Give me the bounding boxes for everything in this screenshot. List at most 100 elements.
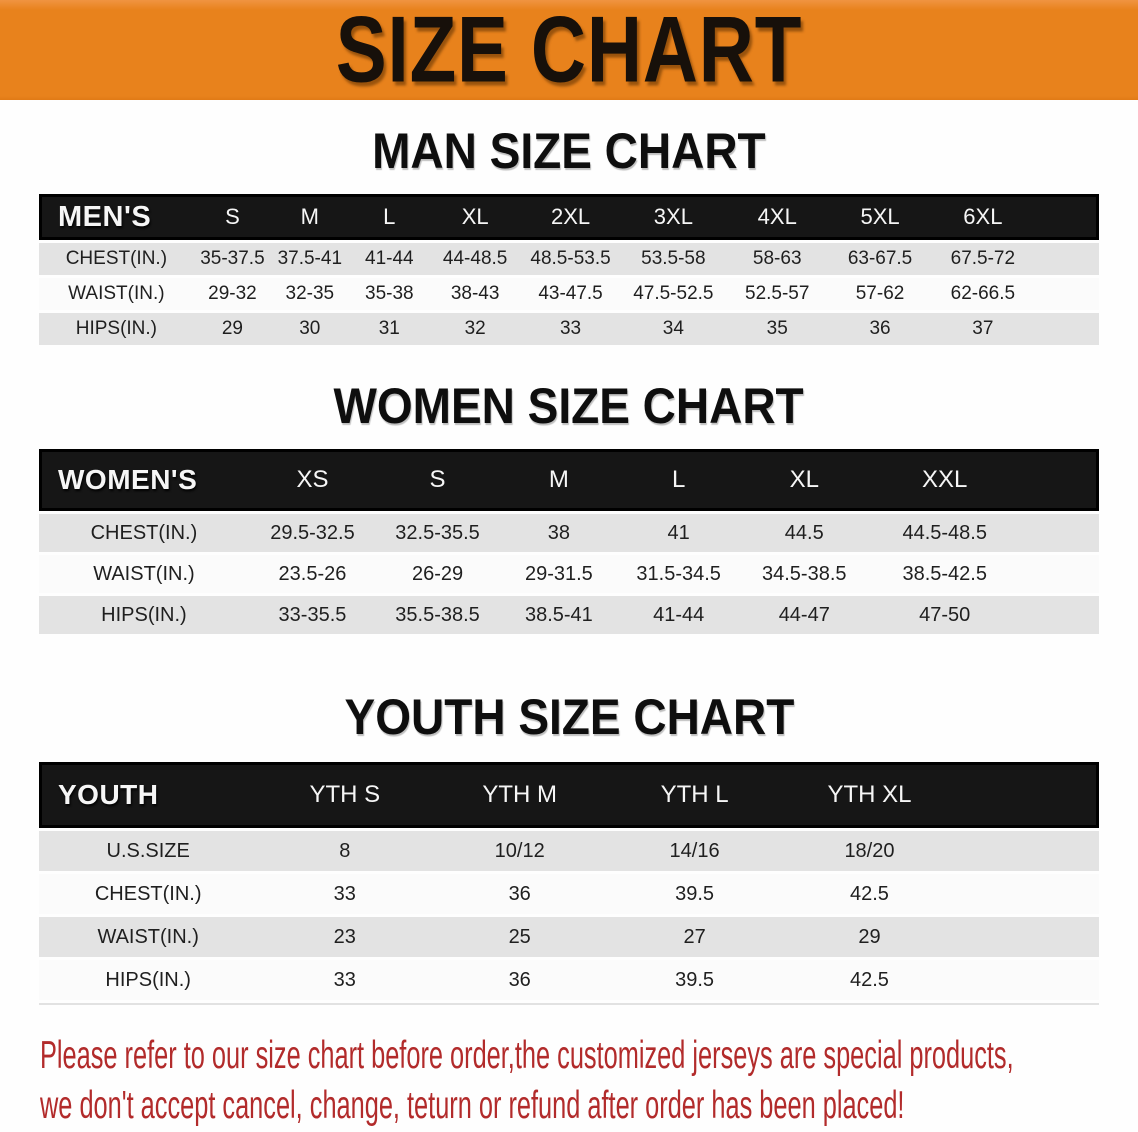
table-cell: 33 [257, 874, 433, 914]
table-cell: 43-47.5 [520, 278, 621, 310]
table-row: CHEST(IN.) 35-37.5 37.5-41 41-44 44-48.5… [39, 243, 1099, 275]
table-cell: 14/16 [607, 831, 783, 871]
banner-title: SIZE CHART [335, 0, 803, 103]
table-cell: 10/12 [432, 831, 608, 871]
table-cell: 36 [828, 313, 932, 345]
table-row: CHEST(IN.) 33 36 39.5 42.5 [39, 874, 1099, 914]
header-filler [956, 762, 1099, 828]
womens-section-title: WOMEN SIZE CHART [0, 381, 1138, 431]
table-cell: 30 [271, 313, 349, 345]
cell-filler [956, 831, 1099, 871]
table-cell: 39.5 [607, 960, 783, 1000]
table-cell: 33-35.5 [248, 596, 377, 634]
column-header: 3XL [620, 194, 726, 240]
table-cell: 41 [618, 514, 739, 552]
table-cell: 27 [607, 917, 783, 957]
table-cell: 42.5 [782, 960, 957, 1000]
column-header: 2XL [520, 194, 621, 240]
row-label: WAIST(IN.) [39, 278, 194, 310]
table-cell: 32-35 [271, 278, 349, 310]
table-cell: 47-50 [869, 596, 1020, 634]
table-cell: 23.5-26 [248, 555, 377, 593]
table-cell: 42.5 [782, 874, 957, 914]
table-cell: 57-62 [828, 278, 932, 310]
table-cell: 41-44 [618, 596, 739, 634]
mens-size-table: MEN'S S M L XL 2XL 3XL 4XL 5XL 6XL CHEST… [39, 191, 1099, 348]
table-row: WAIST(IN.) 23.5-26 26-29 29-31.5 31.5-34… [39, 555, 1099, 593]
youth-size-table: YOUTH YTH S YTH M YTH L YTH XL U.S.SIZE … [39, 759, 1099, 1005]
column-header: XS [248, 449, 377, 511]
table-header-row: MEN'S S M L XL 2XL 3XL 4XL 5XL 6XL [39, 194, 1099, 240]
youth-section-title: YOUTH SIZE CHART [0, 692, 1138, 742]
column-header: L [348, 194, 431, 240]
table-cell: 44.5 [738, 514, 870, 552]
womens-section-title-text: WOMEN SIZE CHART [333, 378, 805, 434]
womens-size-table: WOMEN'S XS S M L XL XXL CHEST(IN.) 29.5-… [39, 446, 1099, 637]
table-row: WAIST(IN.) 23 25 27 29 [39, 917, 1099, 957]
row-label: WAIST(IN.) [39, 917, 258, 957]
table-cell: 32 [430, 313, 521, 345]
cell-filler [1034, 313, 1099, 345]
column-header: XL [738, 449, 870, 511]
table-cell: 8 [257, 831, 433, 871]
row-label: U.S.SIZE [39, 831, 258, 871]
table-cell: 48.5-53.5 [520, 243, 621, 275]
table-cell: 32.5-35.5 [376, 514, 500, 552]
cell-filler [1034, 278, 1099, 310]
table-cell: 44-47 [738, 596, 870, 634]
youth-section-title-text: YOUTH SIZE CHART [344, 689, 794, 745]
table-cell: 63-67.5 [828, 243, 932, 275]
column-header: M [499, 449, 619, 511]
cell-filler [1019, 596, 1099, 634]
column-header: XXL [869, 449, 1020, 511]
table-row: U.S.SIZE 8 10/12 14/16 18/20 [39, 831, 1099, 871]
disclaimer-line-1: Please refer to our size chart before or… [40, 1031, 1138, 1081]
table-cell: 29.5-32.5 [248, 514, 377, 552]
table-cell: 34 [620, 313, 726, 345]
mens-section-title-text: MAN SIZE CHART [372, 123, 766, 179]
table-cell: 38.5-42.5 [869, 555, 1020, 593]
banner: SIZE CHART [0, 0, 1138, 103]
table-cell: 38-43 [430, 278, 521, 310]
row-label: CHEST(IN.) [39, 243, 194, 275]
table-cell: 31.5-34.5 [618, 555, 739, 593]
cell-filler [956, 960, 1099, 1000]
table-cell: 35-38 [348, 278, 431, 310]
table-cell: 29-31.5 [499, 555, 619, 593]
youth-header-label: YOUTH [39, 762, 258, 828]
table-cell: 37.5-41 [271, 243, 349, 275]
column-header: YTH XL [782, 762, 957, 828]
table-cell: 58-63 [725, 243, 829, 275]
table-row: WAIST(IN.) 29-32 32-35 35-38 38-43 43-47… [39, 278, 1099, 310]
table-row: HIPS(IN.) 33 36 39.5 42.5 [39, 960, 1099, 1000]
table-cell: 31 [348, 313, 431, 345]
column-header: S [193, 194, 272, 240]
table-cell: 29 [193, 313, 272, 345]
table-cell: 53.5-58 [620, 243, 726, 275]
column-header: 4XL [725, 194, 829, 240]
table-row: HIPS(IN.) 29 30 31 32 33 34 35 36 37 [39, 313, 1099, 345]
table-cell: 35-37.5 [193, 243, 272, 275]
disclaimer: Please refer to our size chart before or… [0, 1031, 1138, 1131]
womens-header-label: WOMEN'S [39, 449, 249, 511]
row-label: CHEST(IN.) [39, 874, 258, 914]
table-cell: 35 [725, 313, 829, 345]
cell-filler [956, 874, 1099, 914]
column-header: 5XL [828, 194, 932, 240]
table-row: CHEST(IN.) 29.5-32.5 32.5-35.5 38 41 44.… [39, 514, 1099, 552]
table-cell: 62-66.5 [931, 278, 1035, 310]
table-cell: 39.5 [607, 874, 783, 914]
column-header: XL [430, 194, 521, 240]
row-label: HIPS(IN.) [39, 313, 194, 345]
row-label: CHEST(IN.) [39, 514, 249, 552]
table-cell: 67.5-72 [931, 243, 1035, 275]
header-filler [1019, 449, 1099, 511]
table-cell: 38 [499, 514, 619, 552]
disclaimer-line-2: we don't accept cancel, change, teturn o… [40, 1081, 1138, 1131]
table-header-row: YOUTH YTH S YTH M YTH L YTH XL [39, 762, 1099, 828]
column-header: YTH S [257, 762, 433, 828]
column-header: M [271, 194, 349, 240]
mens-header-label: MEN'S [39, 194, 194, 240]
mens-section-title: MAN SIZE CHART [0, 126, 1138, 176]
